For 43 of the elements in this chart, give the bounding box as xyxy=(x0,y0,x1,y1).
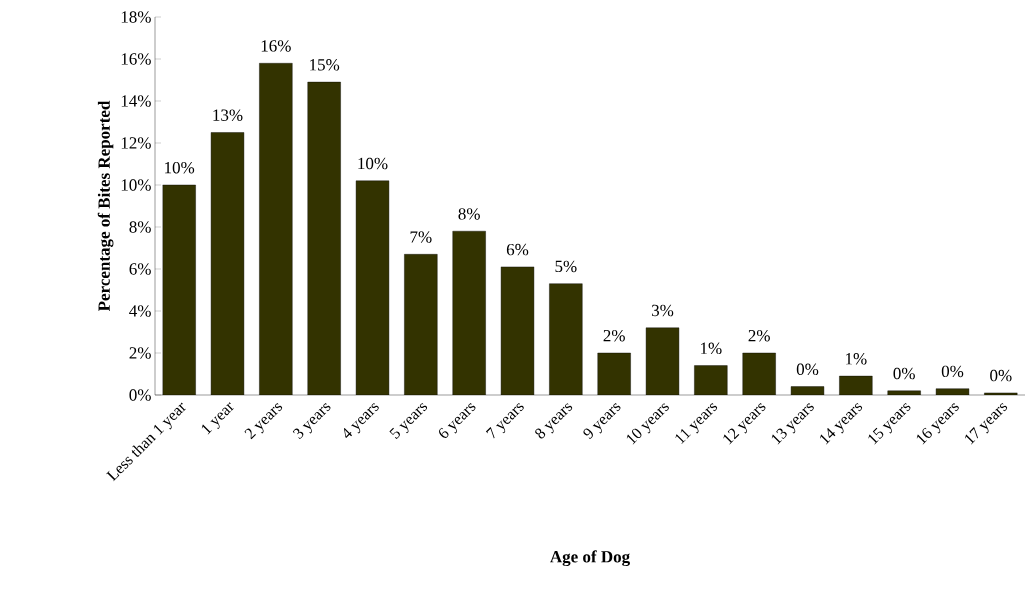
bar xyxy=(452,231,486,395)
data-label: 13% xyxy=(213,109,243,121)
bar xyxy=(694,365,728,395)
data-label: 10% xyxy=(358,157,388,170)
bar xyxy=(742,353,776,395)
data-label: 0% xyxy=(893,367,915,380)
data-label: 15% xyxy=(310,59,340,71)
y-tick-label: 4% xyxy=(129,305,151,317)
bar xyxy=(307,82,341,395)
bar xyxy=(597,353,631,395)
y-tick-label: 16% xyxy=(121,53,151,65)
y-tick-label: 2% xyxy=(129,347,151,359)
data-label: 3% xyxy=(651,304,674,317)
y-tick-label: 18% xyxy=(121,11,151,23)
y-tick-label: 10% xyxy=(121,179,151,191)
data-label: 1% xyxy=(701,342,722,355)
bar xyxy=(549,283,583,395)
bar xyxy=(356,180,389,395)
data-label: 6% xyxy=(506,243,529,256)
y-tick-label: 14% xyxy=(121,95,151,107)
bar xyxy=(211,132,244,395)
bar xyxy=(501,266,534,395)
data-label: 0% xyxy=(796,363,819,376)
bar xyxy=(259,63,293,395)
data-label: 2% xyxy=(603,329,625,342)
data-label: 10% xyxy=(165,161,195,174)
y-tick-label: 6% xyxy=(129,263,151,275)
data-label: 1% xyxy=(846,353,867,365)
data-label: 0% xyxy=(990,369,1012,382)
bar xyxy=(404,254,438,395)
x-axis-title: Age of Dog xyxy=(550,550,630,567)
data-label: 16% xyxy=(261,40,291,52)
y-tick-label: 12% xyxy=(121,137,151,149)
data-label: 5% xyxy=(555,260,577,273)
data-label: 7% xyxy=(410,231,432,243)
y-tick-label: 0% xyxy=(129,389,151,401)
bar xyxy=(646,327,679,395)
y-tick-label: 8% xyxy=(129,221,151,233)
data-label: 0% xyxy=(941,365,964,378)
data-label: 8% xyxy=(458,208,480,220)
y-axis-title: Percentage of Bites Reported xyxy=(97,100,114,312)
data-label: 2% xyxy=(748,329,770,342)
bar xyxy=(162,185,196,395)
